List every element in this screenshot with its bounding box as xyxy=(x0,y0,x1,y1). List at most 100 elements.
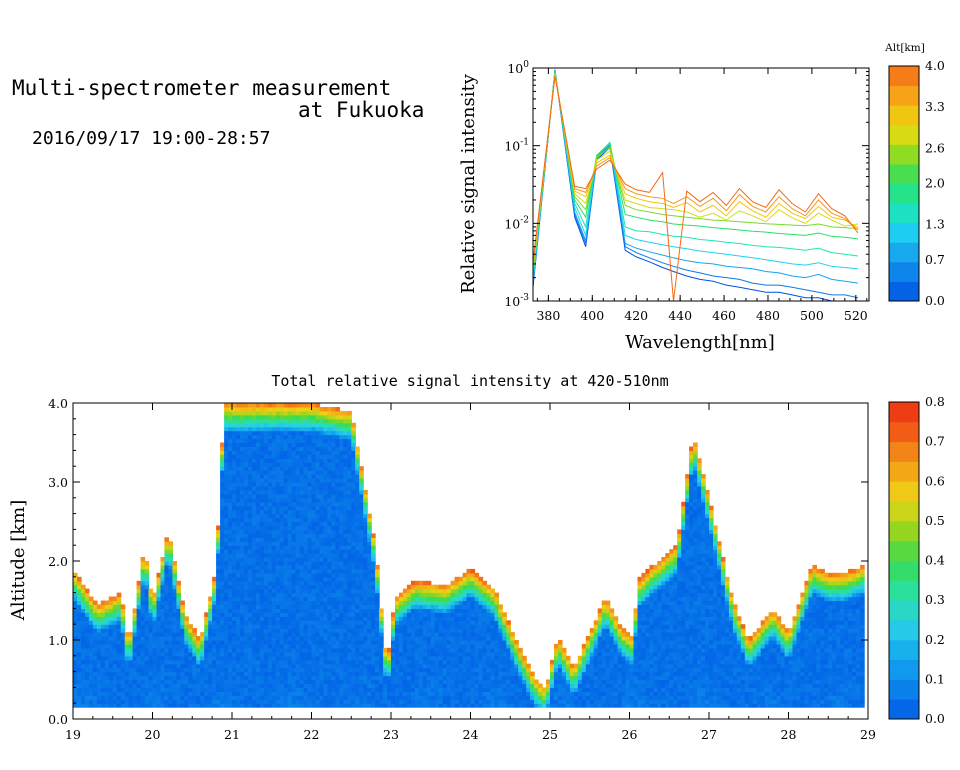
heatmap-cell xyxy=(442,695,448,700)
heatmap-cell xyxy=(335,505,340,511)
heatmap-cell xyxy=(243,679,249,685)
heatmap-cell xyxy=(251,517,257,523)
heatmap-cell xyxy=(375,679,380,685)
heatmap-cell xyxy=(243,675,249,681)
heatmap-cell xyxy=(120,636,126,641)
heatmap-cell xyxy=(295,418,301,424)
heatmap-cell xyxy=(168,600,173,605)
heatmap-cell xyxy=(319,513,325,519)
heatmap-cell xyxy=(315,600,321,605)
heatmap-cell xyxy=(375,576,380,582)
heatmap-cell xyxy=(299,628,305,633)
heatmap-cell xyxy=(168,636,173,641)
heatmap-cell xyxy=(391,679,396,685)
heatmap-cell xyxy=(251,545,257,550)
heatmap-cell xyxy=(255,616,261,621)
heatmap-cell xyxy=(367,608,372,613)
heatmap-cell xyxy=(255,655,261,661)
heatmap-cell xyxy=(287,438,293,444)
heatmap-cell xyxy=(402,588,408,594)
heatmap-cell xyxy=(156,683,162,688)
heatmap-cell xyxy=(363,675,368,681)
heatmap-cell xyxy=(216,643,221,649)
heatmap-cell xyxy=(470,616,476,621)
heatmap-cell xyxy=(279,675,285,681)
heatmap-cell xyxy=(267,541,273,546)
heatmap-cell xyxy=(391,612,396,617)
heatmap-cell xyxy=(466,695,472,700)
heatmap-cell xyxy=(228,426,233,432)
heatmap-cell xyxy=(232,596,237,602)
heatmap-cell xyxy=(104,699,110,704)
heatmap-cell xyxy=(73,687,78,692)
heatmap-cell xyxy=(120,699,126,704)
heatmap-cell xyxy=(283,564,289,570)
heatmap-cell xyxy=(418,600,424,605)
heatmap-cell xyxy=(144,612,150,617)
heatmap-cell xyxy=(148,600,154,605)
heatmap-cell xyxy=(299,592,305,598)
heatmap-cell xyxy=(359,640,364,645)
heatmap-cell xyxy=(168,604,173,609)
heatmap-cell xyxy=(379,636,384,641)
heatmap-cell xyxy=(295,403,301,408)
heatmap-cell xyxy=(299,438,305,444)
heatmap-cell xyxy=(128,687,134,692)
heatmap-cell xyxy=(466,659,472,665)
heatmap-cell xyxy=(371,699,376,704)
heatmap-cell xyxy=(287,426,293,432)
heatmap-cell xyxy=(243,604,249,609)
heatmap-cell xyxy=(339,513,344,519)
heatmap-cell xyxy=(363,505,368,511)
heatmap-cell xyxy=(224,505,229,511)
heatmap-cell xyxy=(339,568,344,574)
heatmap-cell xyxy=(267,517,273,523)
heatmap-cell xyxy=(100,628,106,633)
heatmap-cell xyxy=(216,703,221,708)
heatmap-cell xyxy=(426,616,432,621)
heatmap-cell xyxy=(259,537,265,542)
heatmap-cell xyxy=(303,537,309,542)
heatmap-cell xyxy=(410,687,416,692)
heatmap-cell xyxy=(136,671,142,677)
heatmap-cell xyxy=(168,549,173,554)
heatmap-cell xyxy=(73,632,78,637)
heatmap-cell xyxy=(347,462,352,467)
heatmap-cell xyxy=(426,683,432,688)
heatmap-cell xyxy=(240,671,245,677)
heatmap-cell xyxy=(180,620,185,625)
heatmap-cell xyxy=(251,521,257,527)
heatmap-cell xyxy=(438,588,444,594)
heatmap-cell xyxy=(383,659,388,665)
heatmap-cell xyxy=(347,478,352,483)
heatmap-cell xyxy=(359,703,364,708)
heatmap-cell xyxy=(220,537,225,542)
heatmap-cell xyxy=(331,474,336,479)
heatmap-cell xyxy=(327,628,332,633)
heatmap-cell xyxy=(291,533,297,538)
heatmap-cell xyxy=(422,663,428,669)
heatmap-cell xyxy=(295,414,301,420)
heatmap-cell xyxy=(291,403,297,408)
heatmap-cell xyxy=(247,561,253,566)
heatmap-cell xyxy=(116,699,122,704)
heatmap-cell xyxy=(271,647,277,653)
altitude-colorbar-segment xyxy=(889,105,919,126)
heatmap-cell xyxy=(92,687,98,692)
heatmap-cell xyxy=(271,604,277,609)
heatmap-cell xyxy=(355,474,360,479)
heatmap-cell xyxy=(224,584,229,590)
heatmap-cell xyxy=(81,667,86,673)
heatmap-cell xyxy=(160,632,166,637)
heatmap-cell xyxy=(307,663,313,669)
heatmap-cell xyxy=(454,632,460,637)
heatmap-cell xyxy=(375,663,380,669)
heatmap-cell xyxy=(108,596,114,602)
heatmap-cell xyxy=(251,624,257,629)
heatmap-cell xyxy=(454,671,460,677)
heatmap-cell xyxy=(450,703,456,708)
heatmap-cell xyxy=(164,679,169,685)
heatmap-cell xyxy=(359,545,364,550)
heatmap-cell xyxy=(367,671,372,677)
heatmap-cell xyxy=(216,608,221,613)
